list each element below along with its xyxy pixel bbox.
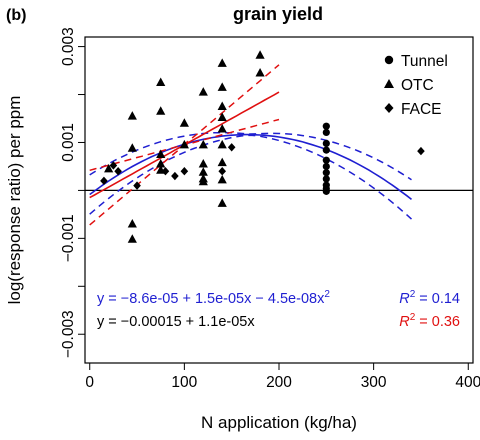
data-point-otc [198, 87, 208, 96]
data-point-otc [255, 50, 265, 59]
equation-quadratic-text: y = −8.6e-05 + 1.5e-05x − 4.5e-08x [97, 291, 325, 307]
x-tick-label: 200 [266, 374, 292, 391]
r2-linear-exp: 2 [410, 312, 416, 323]
data-point-face [109, 161, 118, 170]
legend-label-face: FACE [401, 101, 441, 118]
data-point-tunnel [322, 187, 330, 195]
data-point-tunnel [322, 128, 330, 137]
data-point-otc [127, 111, 137, 120]
data-point-otc [198, 167, 208, 176]
data-point-otc [198, 139, 208, 149]
data-point-otc [156, 159, 166, 168]
data-point-face [227, 143, 236, 152]
data-point-face [100, 176, 108, 186]
plot-layer [85, 50, 473, 243]
r2-linear-value: = 0.36 [415, 314, 460, 330]
legend-label-otc: OTC [401, 77, 434, 94]
data-point-face [171, 171, 179, 181]
x-tick-label: 400 [455, 374, 480, 391]
ci-upper-linear [89, 64, 280, 172]
data-point-otc [217, 124, 227, 133]
equation-linear: y = −0.00015 + 1.1e-05x [97, 314, 255, 330]
x-axis-label: N application (kg/ha) [201, 413, 357, 432]
data-point-otc [217, 174, 227, 184]
r2-linear: R2 = 0.36 [399, 312, 460, 330]
data-point-otc [156, 149, 166, 158]
equation-quadratic: y = −8.6e-05 + 1.5e-05x − 4.5e-08x2 [97, 289, 330, 307]
legend-marker-otc [384, 79, 394, 88]
data-point-tunnel [322, 169, 330, 177]
r2-quadratic-R: R [399, 291, 410, 307]
r2-linear-R: R [399, 314, 410, 330]
data-point-face [161, 167, 170, 176]
y-tick-label: 0.001 [60, 123, 77, 162]
data-point-tunnel [322, 122, 330, 130]
legend: Tunnel OTC FACE [384, 53, 448, 118]
x-tick-label: 300 [361, 374, 387, 391]
data-point-otc [127, 143, 137, 152]
data-point-otc [127, 234, 137, 243]
equation-quadratic-sup: 2 [324, 289, 330, 300]
data-point-tunnel [322, 162, 330, 171]
r2-quadratic: R2 = 0.14 [399, 289, 460, 307]
data-point-face [417, 146, 425, 156]
data-point-tunnel [322, 156, 330, 164]
data-point-otc [198, 176, 208, 186]
data-point-otc [127, 218, 137, 228]
y-axis-label: log(response ratio) per ppm [5, 96, 24, 305]
data-point-face [218, 167, 227, 176]
legend-marker-tunnel [384, 55, 394, 65]
chart-title: grain yield [233, 4, 323, 24]
r2-quadratic-value: = 0.14 [415, 291, 460, 307]
data-point-otc [156, 77, 166, 87]
ci-lower-quadratic [89, 134, 413, 220]
y-tick-label: −0.003 [60, 310, 77, 358]
y-tick-label: −0.001 [60, 214, 77, 262]
data-point-tunnel [322, 139, 330, 148]
fit-line-quadratic [89, 133, 412, 201]
data-point-otc [217, 58, 227, 67]
r2-quadratic-exp: 2 [410, 289, 416, 300]
data-point-tunnel [322, 175, 330, 183]
data-point-otc [255, 67, 265, 77]
x-tick-label: 0 [85, 374, 94, 391]
data-point-otc [179, 118, 189, 127]
data-point-otc [198, 159, 208, 168]
data-point-face [114, 167, 122, 176]
data-point-otc [217, 157, 227, 167]
data-point-face [133, 181, 141, 190]
data-point-otc [217, 139, 227, 149]
legend-marker-face [384, 103, 394, 113]
data-point-tunnel [322, 146, 330, 154]
data-point-otc [217, 82, 227, 91]
data-point-otc [179, 139, 189, 149]
data-point-otc [104, 163, 114, 173]
ci-upper-quadratic [89, 131, 412, 181]
panel-label: (b) [6, 7, 26, 24]
data-point-otc [217, 112, 227, 122]
legend-label-tunnel: Tunnel [401, 53, 448, 70]
y-tick-label: 0.003 [60, 27, 77, 66]
data-point-otc [217, 198, 227, 207]
data-point-otc [217, 101, 227, 111]
data-point-face [180, 167, 189, 176]
data-point-otc [156, 106, 166, 115]
x-tick-label: 100 [171, 374, 197, 391]
